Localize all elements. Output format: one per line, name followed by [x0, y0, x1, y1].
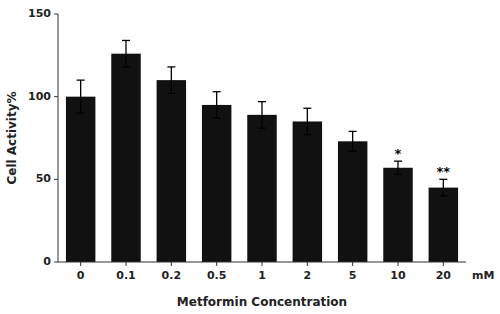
x-tick-label: 0.1 — [116, 269, 136, 282]
error-bar — [122, 40, 130, 66]
bar — [293, 121, 322, 262]
x-tick-label: 20 — [436, 269, 452, 282]
x-tick-label: 1 — [258, 269, 266, 282]
y-axis-line — [58, 14, 59, 262]
plot-area — [66, 40, 458, 262]
x-tick — [398, 262, 399, 266]
error-bar — [77, 80, 85, 113]
x-axis-label: Metformin Concentration — [177, 295, 347, 309]
bar — [247, 115, 276, 262]
axes: 0 50 100 150 0 0.1 0.2 0.5 1 2 5 10 20 — [28, 7, 466, 282]
y-tick — [54, 262, 58, 263]
bar — [202, 105, 231, 262]
x-tick — [80, 262, 81, 266]
x-tick-label: 2 — [304, 269, 312, 282]
chart: 0 50 100 150 0 0.1 0.2 0.5 1 2 5 10 20 Cell Activity%… — [0, 0, 500, 314]
error-bar — [394, 161, 402, 174]
x-tick — [262, 262, 263, 266]
bar — [66, 97, 95, 262]
x-unit-label: mM — [472, 269, 494, 282]
error-bar — [167, 67, 175, 93]
x-tick — [307, 262, 308, 266]
bar — [338, 141, 367, 262]
y-tick-label: 150 — [28, 7, 51, 20]
x-tick-label: 5 — [349, 269, 357, 282]
x-tick — [216, 262, 217, 266]
x-tick — [352, 262, 353, 266]
bar — [383, 168, 412, 262]
y-tick — [54, 96, 58, 97]
x-tick-label: 10 — [390, 269, 406, 282]
bar — [111, 54, 140, 262]
bar — [157, 80, 186, 262]
x-tick-label: 0.2 — [162, 269, 182, 282]
y-tick-label: 0 — [43, 255, 51, 268]
error-bar — [303, 108, 311, 134]
chart-container: 0 50 100 150 0 0.1 0.2 0.5 1 2 5 10 20 Cell Activity%… — [0, 0, 500, 314]
x-tick-label: 0 — [77, 269, 85, 282]
x-tick-label: 0.5 — [207, 269, 227, 282]
significance-marker: ** — [437, 164, 451, 179]
y-tick-label: 50 — [36, 172, 52, 185]
y-tick — [54, 14, 58, 15]
error-bar — [258, 102, 266, 128]
y-axis-label: Cell Activity% — [5, 91, 19, 184]
error-bar — [349, 131, 357, 151]
bar — [429, 188, 458, 262]
x-tick — [126, 262, 127, 266]
error-bar — [213, 92, 221, 118]
y-tick-label: 100 — [28, 90, 51, 103]
x-tick — [171, 262, 172, 266]
significance-marker: * — [395, 146, 402, 161]
x-tick — [443, 262, 444, 266]
error-bar — [439, 179, 447, 196]
y-tick — [54, 179, 58, 180]
